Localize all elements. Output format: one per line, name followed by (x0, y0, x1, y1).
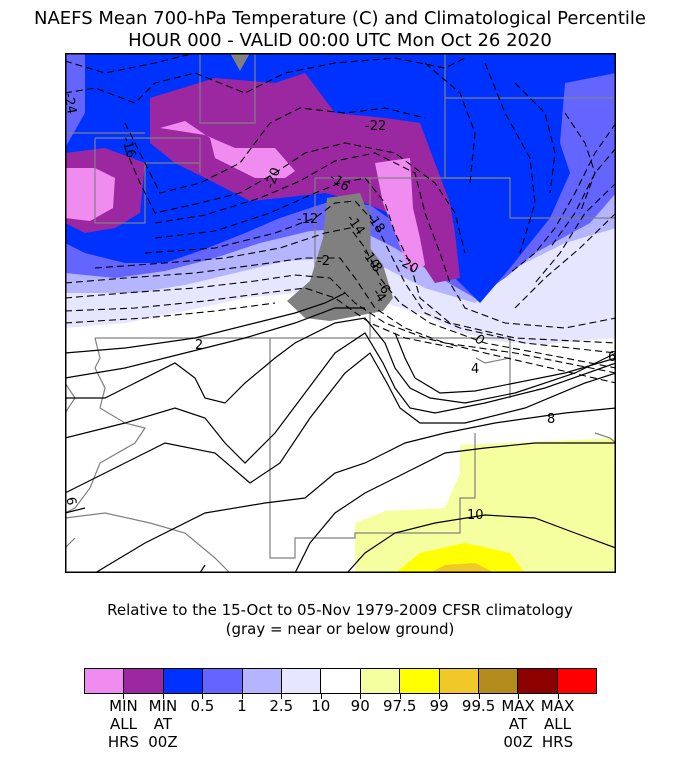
colorbar-label: MAX AT 00Z (488, 697, 548, 751)
colorbar-swatch (321, 669, 361, 693)
contour-label: 4 (471, 362, 479, 377)
colorbar-label-line: ALL (544, 715, 572, 733)
fill-gray-ground (287, 193, 393, 321)
contour-label: 6 (65, 496, 79, 507)
colorbar-tick (162, 694, 164, 699)
fill-pct-99 (395, 543, 525, 573)
cold-contours (65, 53, 616, 384)
colorbar-swatch (85, 669, 125, 693)
contour-label: -22 (365, 119, 386, 134)
fill-pct-99-5 (430, 563, 495, 573)
colorbar-label-line: 00Z (503, 733, 533, 751)
colorbar-tick (123, 694, 125, 699)
fill-gray-ground (230, 53, 250, 71)
colorbar-label-line: ALL (109, 715, 137, 733)
colorbar-label: 1 (212, 697, 272, 715)
colorbar-label-line: 00Z (148, 733, 178, 751)
colorbar-label-line: 10 (311, 697, 331, 715)
colorbar-swatch (557, 669, 597, 693)
colorbar-label-line: 2.5 (269, 697, 294, 715)
map-subtitle: HOUR 000 - VALID 00:00 UTC Mon Oct 26 20… (128, 30, 552, 51)
contour-label: -20 (263, 166, 284, 191)
colorbar-swatch (281, 669, 322, 693)
colorbar-tick (557, 694, 559, 699)
fill-pct-97-5 (355, 438, 616, 573)
colorbar-swatch (360, 669, 401, 693)
colorbar-label-line: AT (153, 715, 173, 733)
colorbar-label: MIN ALL HRS (93, 697, 153, 751)
colorbar-swatch (163, 669, 204, 693)
colorbar-label-line: 99 (429, 697, 449, 715)
contour-label: -2 (317, 254, 330, 269)
colorbar-label: 2.5 (251, 697, 311, 715)
colorbar-label: MIN AT 00Z (133, 697, 193, 751)
colorbar-tick (281, 694, 283, 699)
colorbar-label-line: HRS (107, 733, 140, 751)
colorbar-label: 99.5 (449, 697, 509, 715)
colorbar-label: 97.5 (370, 697, 430, 715)
contour-label: -16 (118, 135, 138, 159)
colorbar-label: 0.5 (172, 697, 232, 715)
colorbar-label-line: 0.5 (190, 697, 215, 715)
colorbar-label-line: 97.5 (382, 697, 417, 715)
colorbar-label-line: 99.5 (461, 697, 496, 715)
fill-min-all-b (160, 121, 295, 178)
contour-label: -12 (297, 212, 318, 227)
colorbar-tick (320, 694, 322, 699)
colorbar-swatch (518, 669, 558, 693)
colorbar-label-line: 90 (350, 697, 370, 715)
climatology-note: Relative to the 15-Oct to 05-Nov 1979-20… (107, 601, 573, 619)
colorbar-label-line: MIN (148, 697, 178, 715)
state-borders (65, 53, 616, 573)
colorbar-label-line: 1 (237, 697, 247, 715)
map-frame (65, 53, 616, 573)
colorbar-label-line: HRS (541, 733, 574, 751)
contour-label: 8 (547, 412, 555, 427)
map-title: NAEFS Mean 700-hPa Temperature (C) and C… (34, 8, 646, 29)
contour-labels: -24 -16 -22 -20 -16 -12 -14 -18 -10 -8 -… (65, 92, 616, 523)
contour-label: 10 (467, 508, 484, 523)
fill-min-all-c (375, 158, 425, 273)
colorbar-tick (202, 694, 204, 699)
colorbar-swatch (478, 669, 519, 693)
colorbar-swatch (439, 669, 479, 693)
contour-label: 2 (195, 338, 203, 353)
colorbar-label: 90 (330, 697, 390, 715)
colorbar-label: 99 (409, 697, 469, 715)
contour-label: 6 (608, 350, 616, 365)
colorbar-label-line: MIN (109, 697, 138, 715)
temperature-map: -24 -16 -22 -20 -16 -12 -14 -18 -10 -8 -… (65, 53, 616, 573)
colorbar-label: 10 (291, 697, 351, 715)
colorbar-tick (478, 694, 480, 699)
colorbar-swatch (242, 669, 282, 693)
colorbar-tick (399, 694, 401, 699)
colorbar-tick (241, 694, 243, 699)
colorbar-tick (439, 694, 441, 699)
contour-label: -24 (65, 92, 79, 116)
colorbar-label-line: MAX (501, 697, 535, 715)
gray-note: (gray = near or below ground) (225, 620, 455, 638)
colorbar-swatch (203, 669, 243, 693)
colorbar (84, 668, 597, 694)
colorbar-label-line: AT (508, 715, 528, 733)
colorbar-label-line: MAX (540, 697, 575, 715)
colorbar-swatch (124, 669, 164, 693)
warm-contours (65, 292, 616, 573)
colorbar-tick (360, 694, 362, 699)
colorbar-tick (518, 694, 520, 699)
colorbar-label: MAX ALL HRS (528, 697, 588, 751)
fill-min-all-a (65, 168, 115, 221)
colorbar-swatch (400, 669, 440, 693)
